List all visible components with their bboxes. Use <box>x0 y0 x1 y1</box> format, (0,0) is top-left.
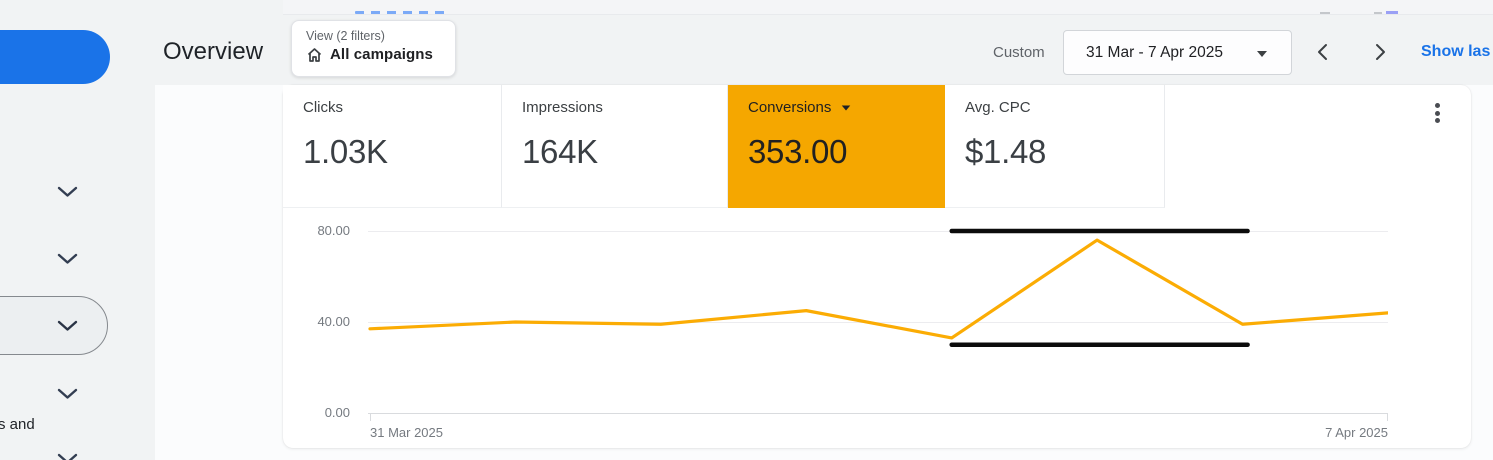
previous-period-button[interactable] <box>1312 42 1334 64</box>
page-title: Overview <box>163 38 264 65</box>
metric-value: 164K <box>522 133 598 170</box>
view-filters-label: View (2 filters) <box>306 29 385 43</box>
y-axis-tick-label: 80.00 <box>317 223 350 238</box>
metric-conversions-selected[interactable]: Conversions 353.00 <box>728 85 945 208</box>
metric-avg-cpc[interactable]: Avg. CPC $1.48 <box>945 85 1165 208</box>
sidebar-expand-chevron-4[interactable] <box>57 387 81 401</box>
metric-label: Impressions <box>522 99 603 116</box>
sidebar-expand-chevron-1[interactable] <box>57 185 81 199</box>
metric-label: Conversions <box>748 99 832 116</box>
sidebar-expand-chevron-5[interactable] <box>57 452 81 460</box>
date-range-value: 31 Mar - 7 Apr 2025 <box>1086 44 1223 61</box>
date-mode-label: Custom <box>993 44 1045 61</box>
x-axis-label-end: 7 Apr 2025 <box>1325 425 1388 440</box>
clipped-fragment <box>1374 12 1382 14</box>
y-axis-tick-label: 40.00 <box>317 314 350 329</box>
show-last-link[interactable]: Show las <box>1421 43 1491 60</box>
clipped-link-fragment <box>355 11 451 14</box>
x-axis-baseline <box>368 413 1388 414</box>
metric-clicks[interactable]: Clicks 1.03K <box>283 85 502 208</box>
metric-label: Avg. CPC <box>965 99 1031 116</box>
clipped-progress-fragment <box>1386 11 1398 14</box>
next-period-button[interactable] <box>1369 42 1391 64</box>
chevron-down-icon <box>57 388 81 400</box>
view-scope-label: All campaigns <box>330 46 433 63</box>
metric-label: Clicks <box>303 99 343 116</box>
home-icon <box>306 47 323 63</box>
sidebar: s and <box>0 0 155 460</box>
metric-value: 353.00 <box>748 133 848 170</box>
date-range-selector[interactable]: 31 Mar - 7 Apr 2025 <box>1063 30 1292 75</box>
x-axis-tick <box>370 414 371 421</box>
chevron-down-icon <box>57 186 81 198</box>
y-axis-tick-label: 0.00 <box>324 405 350 420</box>
kebab-menu-icon <box>1423 103 1451 123</box>
x-axis-label-start: 31 Mar 2025 <box>370 425 443 440</box>
metric-value: $1.48 <box>965 133 1047 170</box>
conversions-line-chart[interactable] <box>368 85 1388 448</box>
gridline-80 <box>368 231 1388 232</box>
chevron-left-icon <box>1313 44 1333 65</box>
sidebar-expand-chevron-3[interactable] <box>57 319 81 333</box>
card-more-options-button[interactable] <box>1423 95 1451 131</box>
sidebar-selected-item-pill[interactable] <box>0 30 110 84</box>
series-line-conversions <box>368 238 1388 340</box>
overview-chart-card: Clicks 1.03K Impressions 164K Conversion… <box>283 85 1471 448</box>
x-axis-tick <box>1387 414 1388 421</box>
view-filters-chip[interactable]: View (2 filters) All campaigns <box>291 20 456 77</box>
chevron-down-icon <box>57 253 81 265</box>
clipped-fragment <box>1320 12 1330 14</box>
metric-value: 1.03K <box>303 133 388 170</box>
chevron-right-icon <box>1370 44 1390 65</box>
sidebar-clipped-item-label: s and <box>0 416 35 433</box>
sidebar-focused-item-outline[interactable] <box>0 296 108 355</box>
chevron-down-icon <box>842 104 851 111</box>
chevron-down-icon <box>57 320 81 332</box>
top-clipped-bar <box>283 0 1493 15</box>
sidebar-expand-chevron-2[interactable] <box>57 252 81 266</box>
metric-impressions[interactable]: Impressions 164K <box>502 85 728 208</box>
chevron-down-icon <box>57 453 81 460</box>
chevron-down-icon <box>1257 51 1267 57</box>
